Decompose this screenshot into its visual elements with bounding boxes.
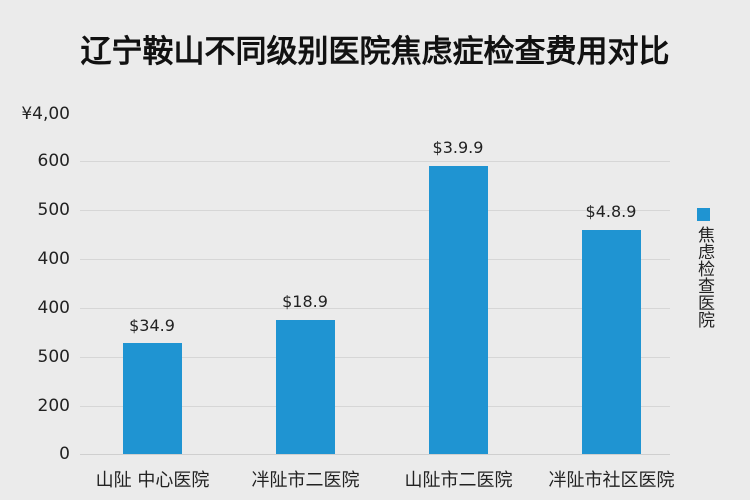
bar-2 [276,320,335,454]
y-tick-label: ¥4,00 [21,104,70,124]
y-tick-label: 200 [37,396,70,416]
bar-value-label: $4.8.9 [585,202,637,221]
bar-value-label: $34.9 [129,316,175,335]
bar-4 [582,230,641,454]
x-tick-label: 山阯 中心医院 [95,470,210,491]
gridline [80,259,670,260]
x-tick-label: 冸阯市二医院 [251,470,360,491]
y-tick-label: 600 [37,151,70,171]
bar-value-label: $3.9.9 [432,138,484,157]
chart-title: 辽宁鞍山不同级别医院焦虑症检查费用对比 [80,34,670,70]
y-tick-label: 0 [59,444,70,464]
gridline [80,210,670,211]
bar-3 [429,166,488,454]
x-tick-label: 山阯市二医院 [404,470,513,491]
y-tick-label: 500 [37,347,70,367]
gridline [80,406,670,407]
y-tick-label: 400 [37,249,70,269]
bar-1 [123,343,182,454]
legend-swatch [697,208,710,221]
gridline [80,308,670,309]
y-tick-label: 400 [37,298,70,318]
legend-label: 焦虑检查医院 [694,226,714,328]
bar-value-label: $18.9 [282,292,328,311]
gridline [80,357,670,358]
x-axis-baseline [80,454,670,455]
y-tick-label: 500 [37,200,70,220]
gridline [80,161,670,162]
x-tick-label: 冸阯市社区医院 [548,470,675,491]
